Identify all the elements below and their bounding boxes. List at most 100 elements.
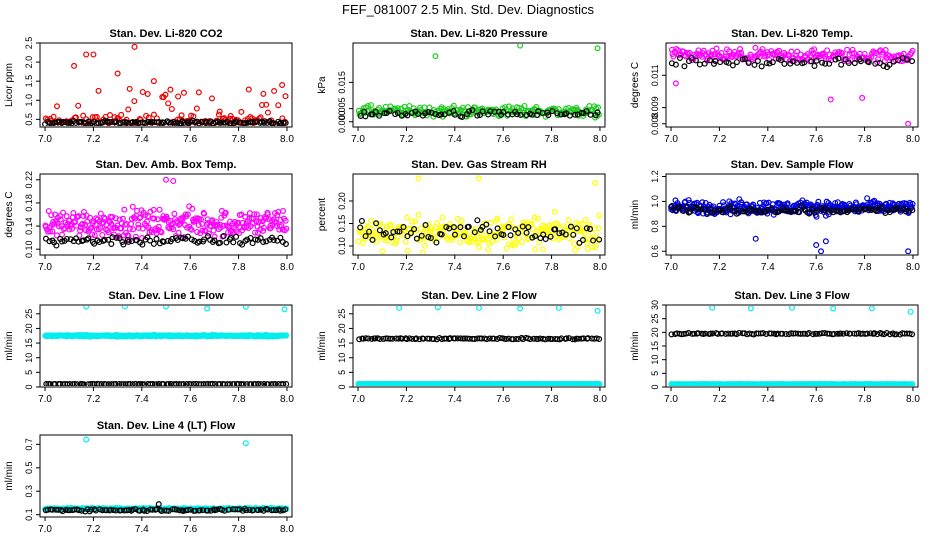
data-point	[373, 220, 380, 227]
data-point	[53, 103, 60, 110]
chart-title: Stan. Dev. Li-820 Pressure	[410, 28, 547, 40]
data-point	[238, 381, 245, 386]
data-point	[428, 228, 435, 235]
data-point	[772, 209, 779, 216]
data-point	[108, 381, 115, 386]
data-point	[573, 225, 580, 232]
points-layer	[42, 176, 290, 249]
data-point	[376, 112, 383, 119]
data-point	[55, 223, 62, 230]
y-tick-label: 0.8	[650, 220, 660, 233]
data-point	[99, 231, 106, 238]
data-point	[144, 507, 151, 514]
data-point	[527, 336, 534, 343]
data-point	[80, 213, 87, 220]
data-point	[95, 87, 102, 94]
y-tick-label: 0.015	[337, 71, 347, 94]
points-layer	[355, 306, 603, 386]
data-point	[507, 232, 514, 239]
x-tick-label: 7.6	[183, 134, 197, 145]
data-point	[190, 381, 197, 386]
data-point	[851, 50, 858, 57]
data-point	[180, 89, 187, 96]
data-point	[205, 230, 212, 237]
data-point	[60, 381, 67, 386]
data-point	[282, 119, 289, 126]
data-point	[781, 207, 788, 214]
data-point	[516, 104, 523, 111]
data-point	[109, 214, 116, 221]
data-point	[717, 59, 724, 66]
data-point	[856, 206, 863, 213]
chart-title: Stan. Dev. Line 3 Flow	[734, 290, 850, 302]
data-point	[49, 506, 56, 513]
data-point	[494, 215, 501, 222]
data-point	[157, 228, 164, 235]
data-point	[685, 330, 692, 337]
x-tick-label: 7.4	[761, 394, 775, 405]
data-point	[754, 58, 761, 65]
data-point	[49, 228, 56, 235]
x-tick-label: 7.2	[399, 262, 413, 273]
plot-frame	[352, 42, 606, 128]
data-point	[283, 225, 290, 232]
data-point	[784, 200, 791, 207]
data-point	[802, 207, 809, 214]
data-point	[433, 239, 440, 246]
data-point	[737, 46, 744, 53]
data-point	[80, 112, 87, 119]
data-point	[596, 236, 603, 243]
outlier-point	[822, 238, 829, 245]
x-tick-label: 8.0	[593, 394, 607, 405]
data-point	[474, 217, 481, 224]
data-point	[234, 506, 241, 513]
data-point	[368, 335, 375, 342]
data-point	[78, 507, 85, 514]
data-point	[222, 209, 229, 216]
data-point	[909, 331, 916, 338]
outlier-point	[868, 306, 875, 312]
data-point	[262, 215, 269, 222]
data-point	[258, 381, 265, 386]
data-point	[589, 244, 596, 251]
outlier-point	[83, 306, 90, 310]
outlier-point	[905, 120, 912, 126]
y-tick-label: 0.000	[337, 110, 347, 133]
data-point	[361, 235, 368, 242]
data-point	[85, 235, 92, 242]
data-point	[726, 48, 733, 55]
y-tick-label: 0.1	[24, 508, 34, 521]
data-point	[252, 236, 259, 243]
data-point	[838, 49, 845, 56]
data-point	[813, 57, 820, 64]
data-point	[908, 203, 915, 210]
chart-panel-3: Stan. Dev. Li-820 Temp. degrees C 7.0 7.2 7.…	[630, 28, 920, 145]
data-point	[562, 231, 569, 238]
chart-title: Stan. Dev. Line 1 Flow	[108, 290, 224, 302]
data-point	[45, 380, 52, 386]
data-point	[196, 507, 203, 514]
data-point	[752, 44, 759, 51]
data-point	[423, 228, 430, 235]
x-tick-label: 7.6	[809, 134, 823, 145]
y-tick-label: 1.2	[650, 170, 660, 183]
data-point	[264, 109, 271, 116]
data-point	[136, 215, 143, 222]
data-point	[584, 240, 591, 247]
data-point	[280, 208, 287, 215]
data-point	[521, 102, 528, 109]
plot-frame	[39, 434, 293, 518]
data-point	[711, 208, 718, 215]
data-point	[819, 59, 826, 66]
data-point	[552, 226, 559, 233]
data-point	[403, 214, 410, 221]
y-tick-label: 0	[24, 384, 34, 389]
data-point	[835, 55, 842, 62]
data-point	[255, 380, 262, 386]
data-point	[492, 233, 499, 240]
data-point	[73, 381, 80, 386]
outlier-point	[752, 235, 759, 242]
data-point	[430, 336, 437, 343]
figure-title: FEF_081007 2.5 Min. Std. Dev. Diagnostic…	[342, 2, 594, 17]
data-point	[97, 210, 104, 217]
